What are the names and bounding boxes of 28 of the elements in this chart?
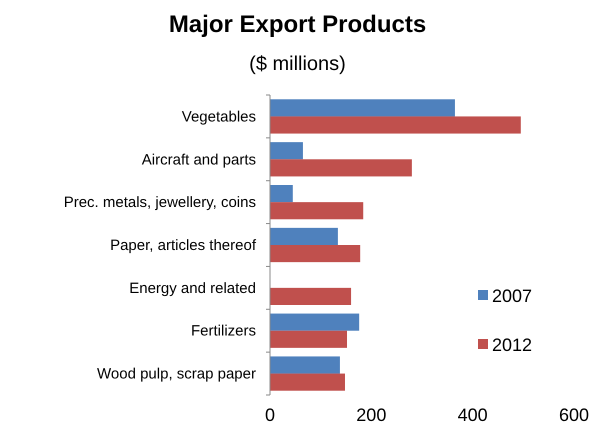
- bar: [270, 245, 360, 262]
- bar: [270, 159, 412, 176]
- bar: [270, 356, 340, 374]
- y-tick-label: Paper, articles thereof: [110, 237, 257, 254]
- x-tick-label: 600: [558, 405, 590, 425]
- bar: [270, 228, 338, 245]
- y-tick-label: Wood pulp, scrap paper: [97, 366, 256, 383]
- bar: [270, 116, 521, 134]
- chart-subtitle: ($ millions): [249, 53, 346, 75]
- bar: [270, 185, 293, 202]
- bar: [270, 314, 360, 331]
- x-tick-label: 200: [356, 405, 386, 425]
- y-tick-label: Aircraft and parts: [142, 151, 256, 168]
- y-tick-label: Fertilizers: [190, 322, 256, 340]
- bar: [270, 99, 455, 116]
- y-tick-label: Vegetables: [182, 108, 256, 126]
- y-tick-label: Prec. metals, jewellery, coins: [64, 194, 256, 212]
- y-tick-label: Energy and related: [129, 280, 256, 297]
- bar: [270, 330, 348, 348]
- bar: [270, 288, 352, 305]
- legend-label: 2012: [492, 335, 532, 355]
- x-tick-label: 0: [264, 405, 276, 425]
- chart-title: Major Export Products: [168, 11, 426, 38]
- x-tick-label: 400: [458, 405, 488, 425]
- legend-label: 2007: [492, 286, 532, 306]
- bar: [270, 202, 364, 220]
- bar: [270, 374, 345, 391]
- bar: [270, 142, 303, 160]
